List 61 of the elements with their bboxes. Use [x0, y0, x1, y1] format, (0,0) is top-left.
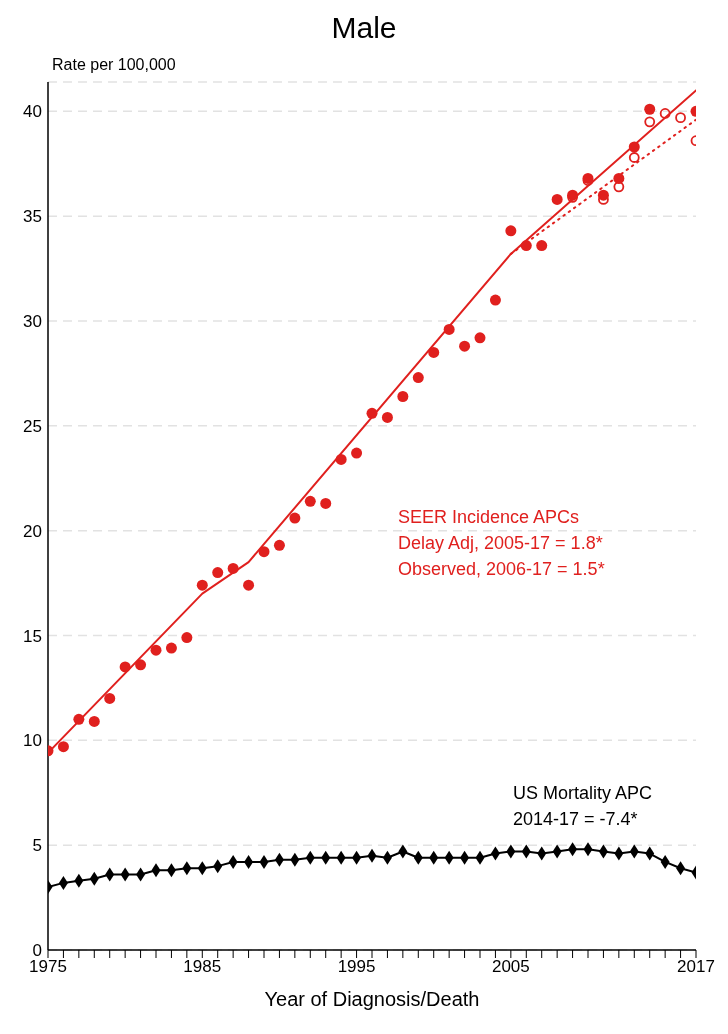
annotation: US Mortality APC	[513, 782, 653, 805]
point	[196, 579, 208, 591]
point	[675, 112, 686, 124]
y-tick-label: 10	[23, 731, 42, 751]
x-tick-label: 2017	[677, 957, 715, 977]
y-tick-label: 40	[23, 102, 42, 122]
point	[628, 141, 640, 153]
y-tick-label: 15	[23, 626, 42, 646]
point	[412, 372, 424, 384]
point	[181, 632, 193, 644]
y-tick-label: 20	[23, 521, 42, 541]
point	[613, 172, 625, 184]
point	[165, 642, 177, 654]
x-axis-title: Year of Diagnosis/Death	[264, 988, 480, 1010]
point	[351, 447, 363, 459]
point	[397, 390, 409, 402]
point	[381, 411, 393, 423]
point	[88, 715, 100, 727]
point	[551, 193, 563, 205]
point	[613, 181, 625, 193]
annotation: Observed, 2006-17 = 1.5*	[398, 558, 605, 581]
y-tick-label: 30	[23, 312, 42, 332]
point	[505, 225, 517, 237]
y-axis-title: Rate per 100,000	[52, 56, 176, 74]
point	[304, 495, 316, 507]
annotation: SEER Incidence APCs	[398, 506, 581, 529]
point	[150, 644, 162, 656]
point	[628, 152, 640, 163]
point	[644, 103, 656, 115]
point	[212, 567, 224, 579]
point	[428, 346, 440, 358]
point	[104, 692, 116, 704]
point	[289, 512, 301, 524]
point	[335, 453, 347, 465]
point	[258, 546, 270, 558]
point	[243, 579, 255, 591]
y-tick-label: 5	[32, 836, 42, 856]
point	[273, 539, 285, 551]
point	[489, 294, 501, 306]
x-tick-label: 1995	[337, 957, 376, 977]
chart-title: Male	[330, 10, 398, 46]
y-tick-label: 35	[23, 207, 42, 227]
point	[73, 713, 85, 725]
annotation: 2014-17 = -7.4*	[513, 808, 639, 831]
point	[536, 240, 548, 252]
point	[459, 340, 471, 352]
point	[227, 562, 239, 574]
x-tick-label: 1985	[183, 957, 222, 977]
y-tick-label: 25	[23, 416, 42, 436]
point	[644, 116, 656, 128]
point	[135, 659, 147, 671]
point	[366, 407, 378, 419]
point	[443, 323, 455, 335]
point	[474, 332, 486, 344]
point	[520, 240, 532, 252]
point	[119, 661, 131, 673]
point	[320, 497, 332, 509]
x-tick-label: 2005	[491, 957, 530, 977]
point	[57, 741, 69, 753]
annotation: Delay Adj, 2005-17 = 1.8*	[398, 532, 604, 555]
point	[659, 108, 671, 119]
